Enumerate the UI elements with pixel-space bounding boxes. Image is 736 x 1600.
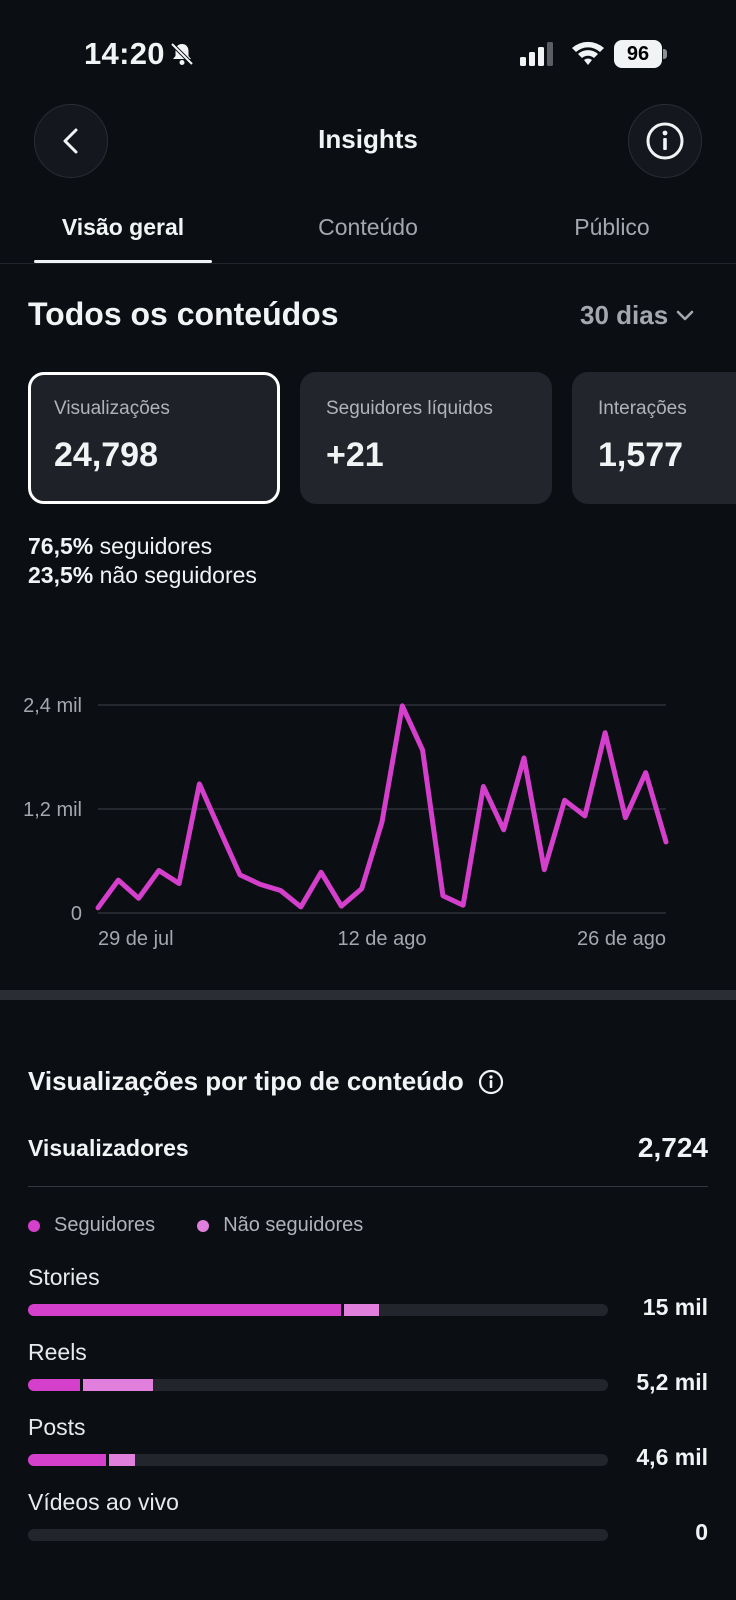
content-type-value: 4,6 mil bbox=[636, 1444, 708, 1470]
content-type-value: 0 bbox=[695, 1519, 708, 1545]
metric-value: 24,798 bbox=[54, 436, 158, 474]
bar-track bbox=[28, 1379, 608, 1391]
date-range-select[interactable]: 30 dias bbox=[580, 300, 694, 331]
chevron-down-icon bbox=[676, 310, 694, 320]
bar-track bbox=[28, 1304, 608, 1316]
legend-label: Seguidores bbox=[54, 1214, 156, 1236]
status-bar: 14:20 96 bbox=[0, 0, 736, 100]
nonfollowers-percent: 23,5% bbox=[28, 562, 94, 588]
views-line-chart: 2,4 mil 1,2 mil 0 29 de jul 12 de ago 26 de … bbox=[23, 695, 669, 950]
x-tick-label: 29 de jul bbox=[98, 928, 174, 950]
battery-indicator: 96 bbox=[614, 40, 662, 68]
content-type-value: 15 mil bbox=[642, 1294, 708, 1320]
nonfollowers-bar bbox=[80, 1379, 153, 1391]
followers-bar bbox=[28, 1379, 81, 1391]
info-icon[interactable] bbox=[478, 1069, 504, 1095]
content-type-row-reels: Reels 5,2 mil bbox=[28, 1339, 708, 1409]
content-type-label: Vídeos ao vivo bbox=[28, 1489, 179, 1515]
audience-breakdown: 76,5% seguidores 23,5% não seguidores bbox=[28, 532, 257, 590]
divider bbox=[28, 1186, 708, 1187]
nonfollowers-bar bbox=[341, 1304, 379, 1316]
tab-bar: Visão geral Conteúdo Público bbox=[0, 200, 736, 264]
bar-track bbox=[28, 1529, 608, 1541]
metric-card-interactions[interactable]: Interações 1,577 bbox=[572, 372, 736, 504]
battery-level: 96 bbox=[626, 42, 650, 65]
viewers-label: Visualizadores bbox=[28, 1134, 189, 1161]
content-type-row-posts: Posts 4,6 mil bbox=[28, 1414, 708, 1484]
followers-percent: 76,5% bbox=[28, 533, 94, 559]
tab-audience[interactable]: Público bbox=[574, 214, 650, 240]
followers-bar bbox=[28, 1304, 342, 1316]
back-button[interactable] bbox=[34, 104, 108, 178]
content-type-row-stories: Stories 15 mil bbox=[28, 1264, 708, 1334]
active-tab-indicator bbox=[34, 260, 212, 263]
metric-label: Visualizações bbox=[54, 398, 170, 419]
metric-label: Seguidores líquidos bbox=[326, 398, 493, 419]
legend-dot-nonfollowers bbox=[197, 1219, 210, 1232]
status-time: 14:20 bbox=[84, 36, 165, 71]
views-by-type-title: Visualizações por tipo de conteúdo bbox=[28, 1066, 504, 1097]
page-title: Insights bbox=[318, 124, 418, 154]
metric-value: +21 bbox=[326, 436, 384, 474]
y-tick-label: 1,2 mil bbox=[23, 799, 82, 821]
legend-item-nonfollowers: Não seguidores bbox=[197, 1214, 363, 1237]
cellular-signal-icon bbox=[520, 42, 553, 66]
battery-tip bbox=[663, 49, 667, 59]
tab-content[interactable]: Conteúdo bbox=[318, 214, 418, 240]
views-series-line bbox=[95, 703, 669, 911]
nonfollowers-label: não seguidores bbox=[99, 562, 257, 588]
date-range-label: 30 dias bbox=[580, 300, 669, 330]
content-type-row-live: Vídeos ao vivo 0 bbox=[28, 1489, 708, 1559]
content-type-label: Posts bbox=[28, 1414, 86, 1440]
y-tick-label: 0 bbox=[71, 903, 82, 925]
metric-card-net-followers[interactable]: Seguidores líquidos +21 bbox=[300, 372, 552, 504]
x-tick-label: 12 de ago bbox=[338, 928, 427, 950]
section-title: Todos os conteúdos bbox=[28, 296, 339, 332]
followers-label: seguidores bbox=[99, 533, 213, 559]
views-by-type-heading: Visualizações por tipo de conteúdo bbox=[28, 1066, 464, 1096]
bell-muted-icon bbox=[170, 42, 194, 66]
content-type-label: Stories bbox=[28, 1264, 100, 1290]
wifi-icon bbox=[572, 41, 604, 65]
content-type-label: Reels bbox=[28, 1339, 87, 1365]
tab-overview[interactable]: Visão geral bbox=[61, 214, 185, 240]
nonfollowers-bar bbox=[106, 1454, 136, 1466]
section-divider bbox=[0, 990, 736, 1000]
info-button[interactable] bbox=[628, 104, 702, 178]
viewers-row: Visualizadores 2,724 bbox=[28, 1132, 708, 1164]
legend-label: Não seguidores bbox=[223, 1214, 364, 1236]
viewers-value: 2,724 bbox=[637, 1132, 708, 1163]
y-tick-label: 2,4 mil bbox=[23, 695, 82, 717]
x-tick-label: 26 de ago bbox=[577, 928, 666, 950]
metric-label: Interações bbox=[598, 398, 687, 419]
legend: Seguidores Não seguidores bbox=[28, 1214, 363, 1237]
metric-card-views[interactable]: Visualizações 24,798 bbox=[28, 372, 280, 504]
legend-dot-followers bbox=[28, 1219, 40, 1232]
chevron-left-icon bbox=[63, 128, 78, 154]
metric-value: 1,577 bbox=[598, 436, 684, 474]
legend-item-followers: Seguidores bbox=[28, 1214, 155, 1237]
bar-track bbox=[28, 1454, 608, 1466]
info-icon bbox=[646, 122, 684, 160]
content-type-value: 5,2 mil bbox=[636, 1369, 708, 1395]
followers-bar bbox=[28, 1454, 107, 1466]
